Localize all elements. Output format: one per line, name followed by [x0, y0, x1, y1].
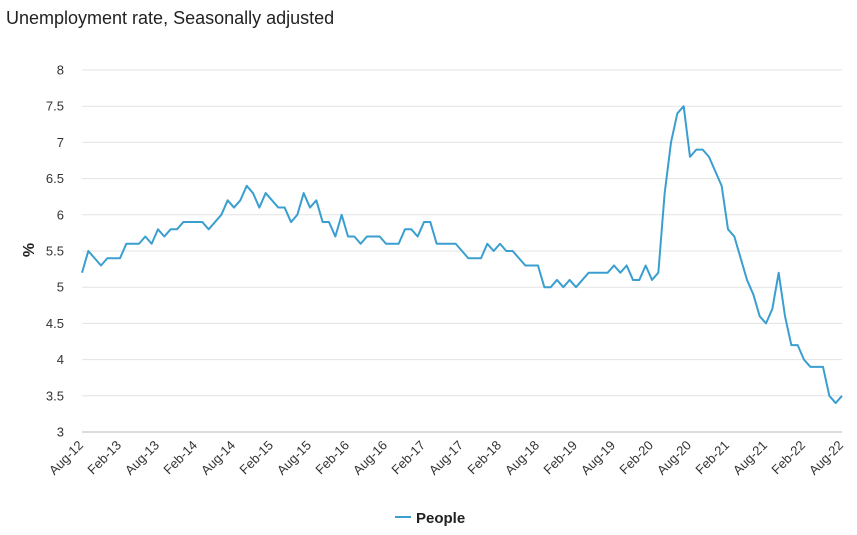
- y-axis-ticks: 3 3.5 4 4.5 5 5.5 6 6.5 7 7.5 8: [46, 63, 64, 440]
- x-tick-label: Aug-13: [122, 438, 162, 478]
- x-tick-label: Feb-16: [312, 438, 352, 478]
- y-axis-label: %: [21, 243, 38, 257]
- x-tick-label: Aug-18: [502, 438, 542, 478]
- y-tick-label: 4.5: [46, 316, 64, 331]
- chart-title: Unemployment rate, Seasonally adjusted: [6, 8, 335, 28]
- x-tick-label: Feb-13: [84, 438, 124, 478]
- y-tick-label: 8: [57, 63, 64, 78]
- y-tick-label: 3: [57, 425, 64, 440]
- y-tick-label: 3.5: [46, 388, 64, 403]
- grid-lines: [82, 69, 842, 433]
- x-tick-label: Feb-21: [692, 438, 732, 478]
- x-tick-label: Aug-15: [274, 438, 314, 478]
- x-tick-label: Aug-16: [350, 438, 390, 478]
- x-tick-label: Aug-14: [198, 438, 238, 478]
- x-axis-ticks: Aug-12Feb-13Aug-13Feb-14Aug-14Feb-15Aug-…: [46, 438, 846, 478]
- y-tick-label: 7.5: [46, 99, 64, 114]
- x-tick-label: Feb-20: [616, 438, 656, 478]
- series-line-people[interactable]: [81, 105, 843, 405]
- x-tick-label: Feb-18: [464, 438, 504, 478]
- y-tick-label: 6: [57, 207, 64, 222]
- legend-label-people: People: [416, 510, 465, 527]
- y-tick-label: 5.5: [46, 244, 64, 259]
- x-tick-label: Feb-19: [540, 438, 580, 478]
- x-tick-label: Feb-17: [388, 438, 428, 478]
- x-tick-label: Feb-14: [160, 438, 200, 478]
- y-tick-label: 4: [57, 352, 64, 367]
- y-tick-label: 6.5: [46, 171, 64, 186]
- y-tick-label: 5: [57, 280, 64, 295]
- x-tick-label: Aug-22: [806, 438, 846, 478]
- series-layer: [81, 105, 843, 405]
- x-tick-label: Aug-19: [578, 438, 618, 478]
- x-tick-label: Aug-21: [730, 438, 770, 478]
- x-tick-label: Feb-15: [236, 438, 276, 478]
- x-tick-label: Aug-17: [426, 438, 466, 478]
- x-tick-label: Feb-22: [768, 438, 808, 478]
- x-tick-label: Aug-20: [654, 438, 694, 478]
- legend[interactable]: People: [395, 510, 465, 527]
- x-tick-label: Aug-12: [46, 438, 86, 478]
- y-tick-label: 7: [57, 135, 64, 150]
